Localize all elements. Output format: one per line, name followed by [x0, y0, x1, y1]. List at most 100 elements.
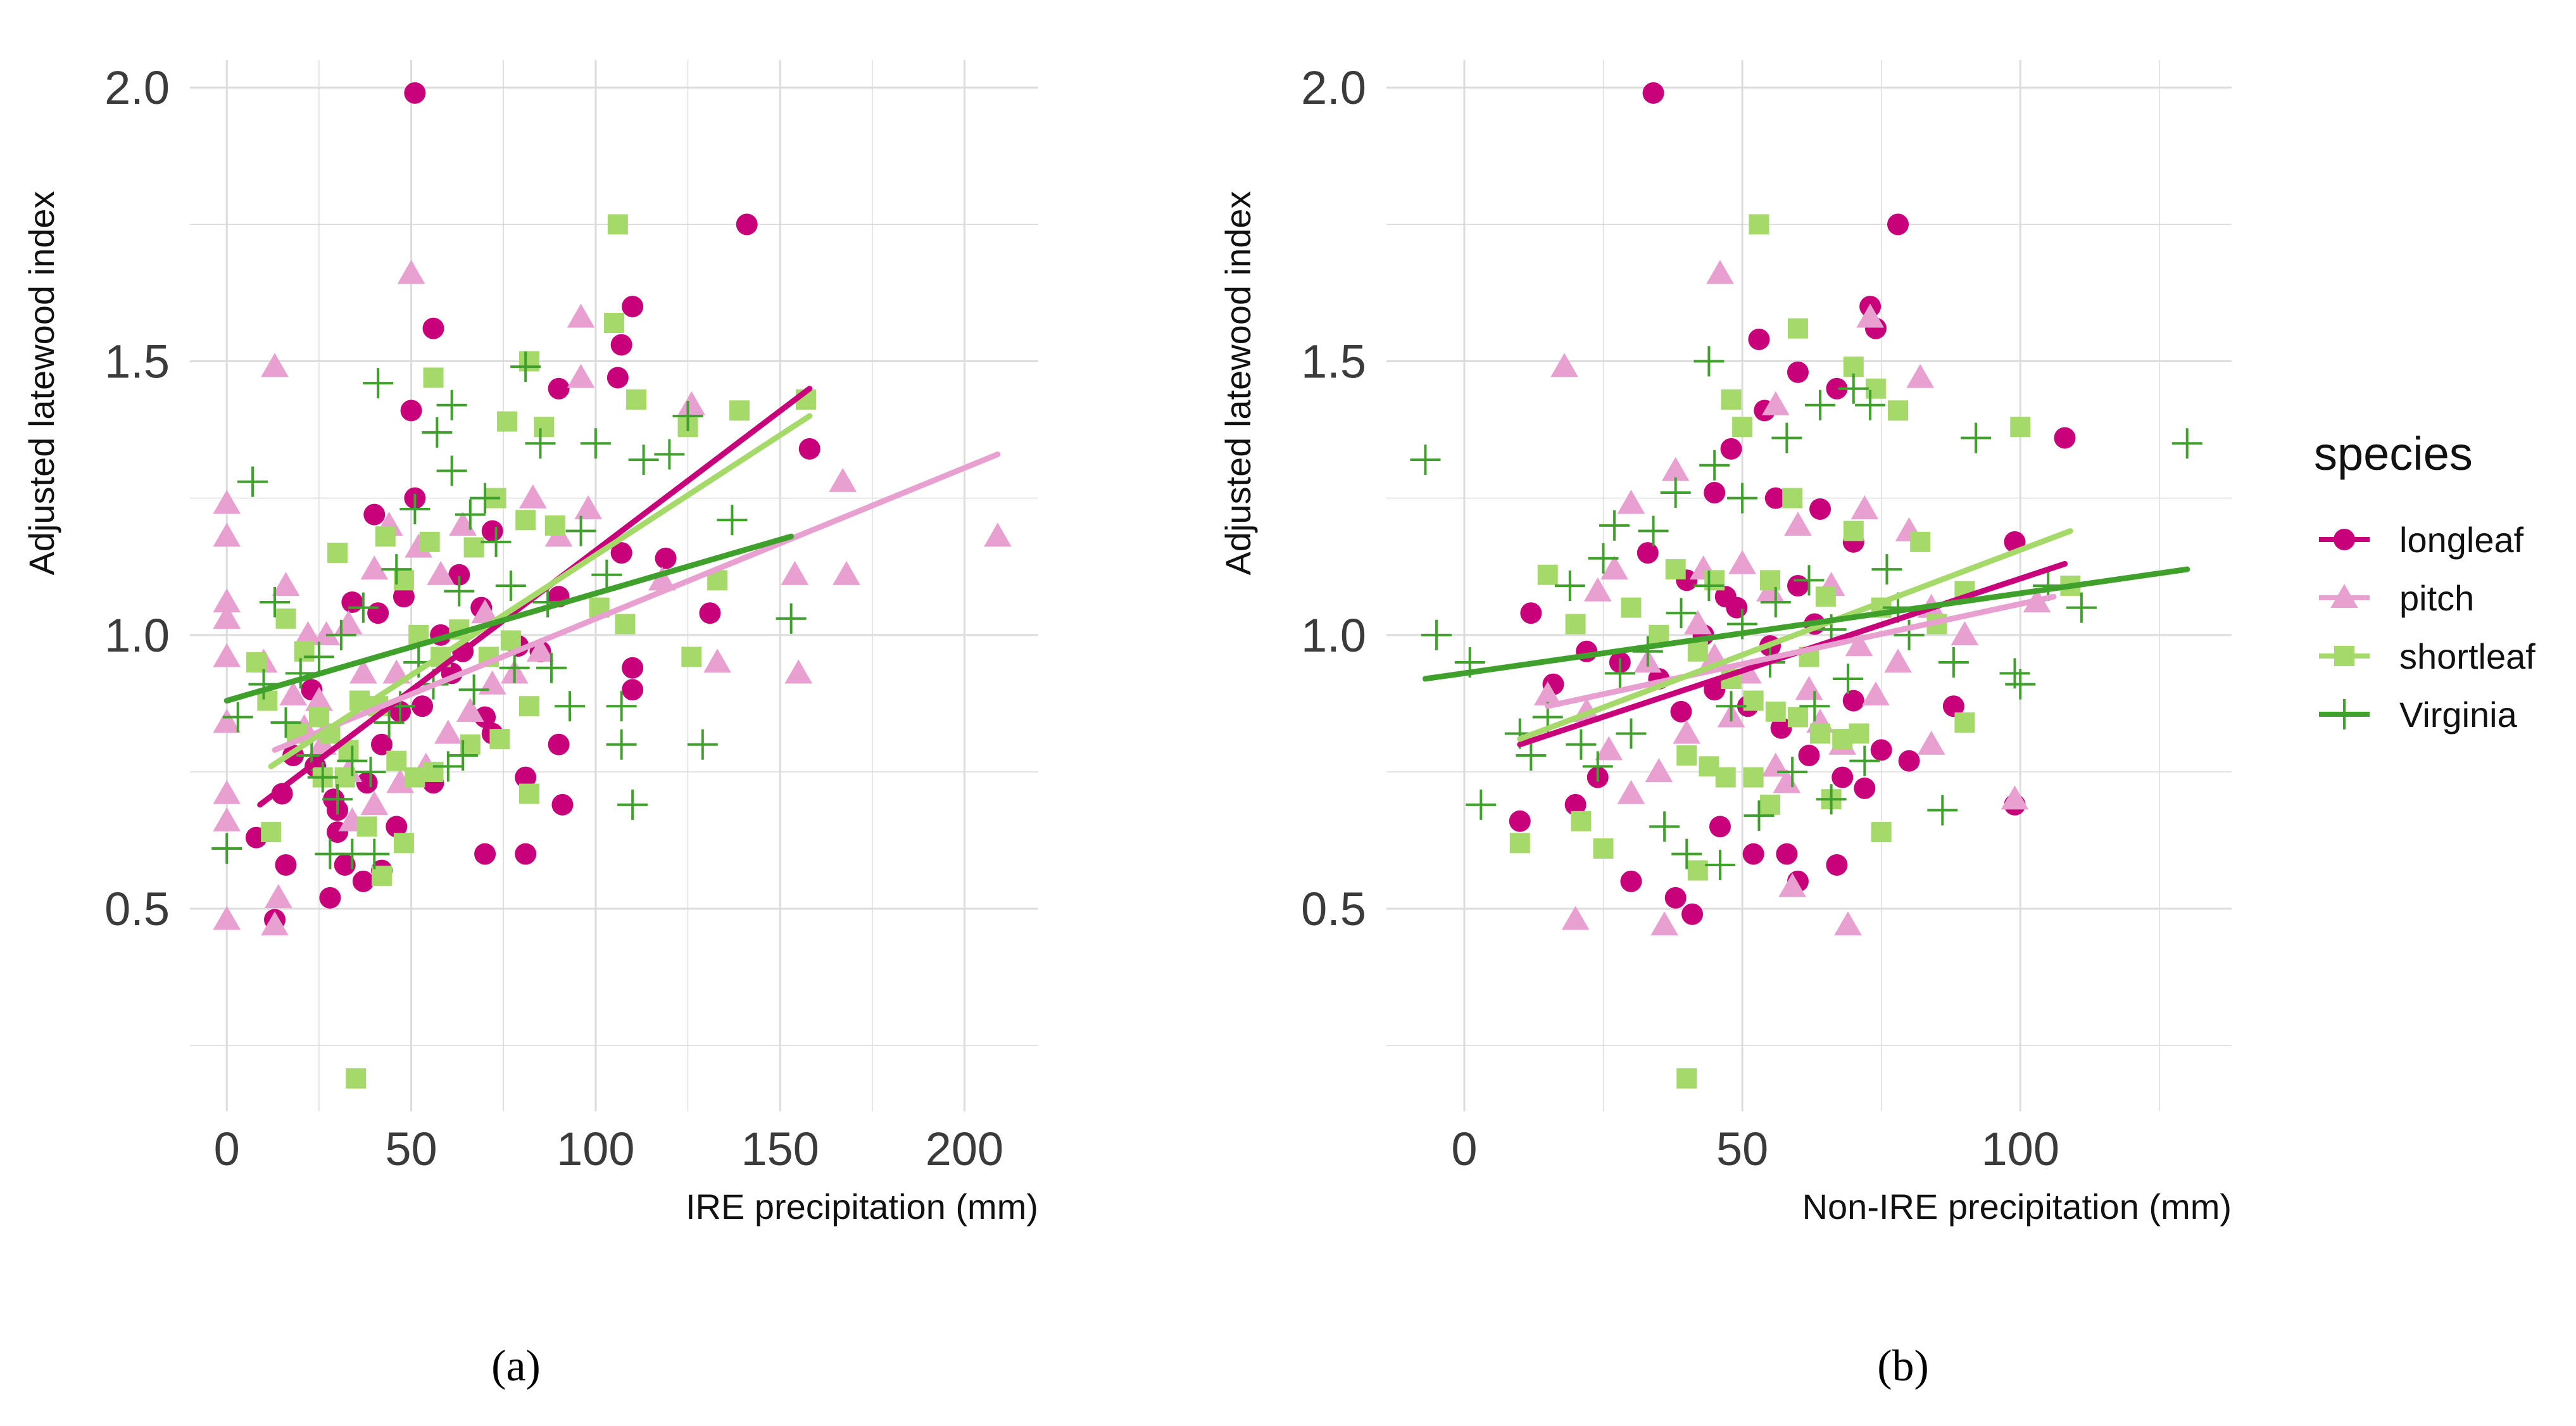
point-pitch	[456, 698, 484, 722]
point-longleaf	[1520, 602, 1542, 624]
point-pitch	[349, 659, 377, 684]
legend-title: species	[2314, 427, 2473, 480]
point-shortleaf	[625, 389, 646, 410]
point-virginia	[322, 784, 353, 815]
point-shortleaf	[1815, 586, 1836, 607]
point-shortleaf	[423, 367, 444, 388]
point-virginia	[2171, 428, 2202, 459]
point-pitch	[832, 560, 860, 585]
point-shortleaf	[1787, 318, 1808, 339]
y-tick-label: 0.5	[104, 883, 170, 935]
point-pitch	[213, 643, 241, 667]
point-virginia	[510, 351, 541, 382]
point-shortleaf	[544, 515, 565, 536]
point-shortleaf	[1843, 521, 1864, 541]
point-virginia	[211, 833, 242, 864]
panel-a-fit-lines	[223, 386, 1001, 808]
point-shortleaf	[1749, 214, 1769, 235]
point-virginia	[481, 526, 512, 557]
legend-item-shortleaf: shortleaf	[2319, 636, 2535, 676]
point-pitch	[334, 610, 363, 634]
point-pitch	[567, 363, 595, 388]
point-virginia	[303, 641, 334, 672]
point-virginia	[654, 439, 685, 470]
point-virginia	[628, 445, 659, 476]
point-shortleaf	[1537, 564, 1558, 585]
point-virginia	[1777, 756, 1808, 787]
point-pitch	[1856, 303, 1884, 328]
point-pitch	[1834, 911, 1862, 936]
point-virginia	[348, 592, 379, 623]
point-virginia	[1616, 718, 1647, 749]
point-virginia	[1671, 838, 1702, 869]
x-tick-label: 0	[1451, 1123, 1477, 1175]
point-pitch	[1773, 769, 1801, 793]
point-longleaf	[610, 334, 632, 356]
point-pitch	[305, 686, 333, 711]
point-longleaf	[1809, 498, 1831, 520]
point-virginia	[455, 499, 486, 530]
point-shortleaf	[1565, 614, 1586, 634]
point-shortleaf	[1910, 531, 1931, 552]
y-tick-label: 2.0	[1301, 61, 1366, 114]
point-pitch	[261, 911, 289, 936]
point-longleaf	[275, 854, 297, 876]
point-longleaf	[610, 542, 632, 564]
point-virginia	[374, 707, 405, 738]
point-longleaf	[341, 591, 363, 613]
point-shortleaf	[1687, 860, 1708, 881]
point-virginia	[307, 762, 338, 793]
point-virginia	[536, 652, 567, 683]
point-longleaf	[412, 695, 434, 717]
x-axis-title: Non-IRE precipitation (mm)	[1802, 1187, 2232, 1227]
legend-item-longleaf: longleaf	[2319, 520, 2524, 560]
point-pitch	[677, 391, 706, 415]
point-pitch	[526, 637, 555, 662]
point-shortleaf	[327, 543, 348, 564]
panel-label-b: (b)	[1877, 1342, 1929, 1391]
point-longleaf	[548, 733, 570, 755]
point-pitch	[1850, 495, 1879, 520]
x-tick-label: 100	[1982, 1123, 2059, 1175]
point-virginia	[1704, 849, 1735, 880]
point-longleaf	[798, 438, 820, 460]
point-longleaf	[736, 213, 758, 236]
point-virginia	[672, 400, 703, 431]
point-longleaf	[1681, 903, 1704, 925]
point-virginia	[1554, 571, 1585, 601]
point-longleaf	[1826, 377, 1848, 400]
point-shortleaf	[1954, 712, 1975, 733]
point-virginia	[687, 729, 718, 760]
point-shortleaf	[1787, 707, 1808, 728]
point-longleaf	[448, 564, 470, 586]
point-longleaf	[363, 503, 386, 526]
point-shortleaf	[386, 750, 407, 771]
fit-line-virginia	[223, 533, 795, 704]
point-shortleaf	[1509, 833, 1530, 854]
point-virginia	[260, 586, 290, 617]
point-virginia	[1666, 598, 1697, 629]
point-longleaf	[1831, 766, 1854, 788]
panel-label-a: (a)	[491, 1342, 541, 1391]
point-longleaf	[393, 586, 415, 608]
point-pitch	[1951, 621, 1979, 645]
point-pitch	[1728, 550, 1756, 574]
x-tick-label: 100	[556, 1123, 634, 1175]
point-virginia	[237, 466, 268, 497]
point-longleaf	[515, 766, 537, 788]
point-pitch	[213, 489, 241, 514]
point-longleaf	[386, 816, 408, 838]
point-longleaf	[1854, 777, 1876, 799]
y-tick-label: 2.0	[104, 61, 170, 114]
point-virginia	[1632, 636, 1663, 667]
point-pitch	[1761, 391, 1790, 415]
point-shortleaf	[1676, 745, 1697, 766]
point-virginia	[1566, 729, 1597, 760]
point-longleaf	[1748, 328, 1770, 350]
point-pitch	[471, 599, 499, 624]
point-longleaf	[356, 772, 378, 794]
point-shortleaf	[1871, 822, 1892, 843]
point-virginia	[1760, 586, 1791, 617]
point-longleaf	[474, 843, 496, 865]
point-longleaf	[1742, 843, 1764, 865]
